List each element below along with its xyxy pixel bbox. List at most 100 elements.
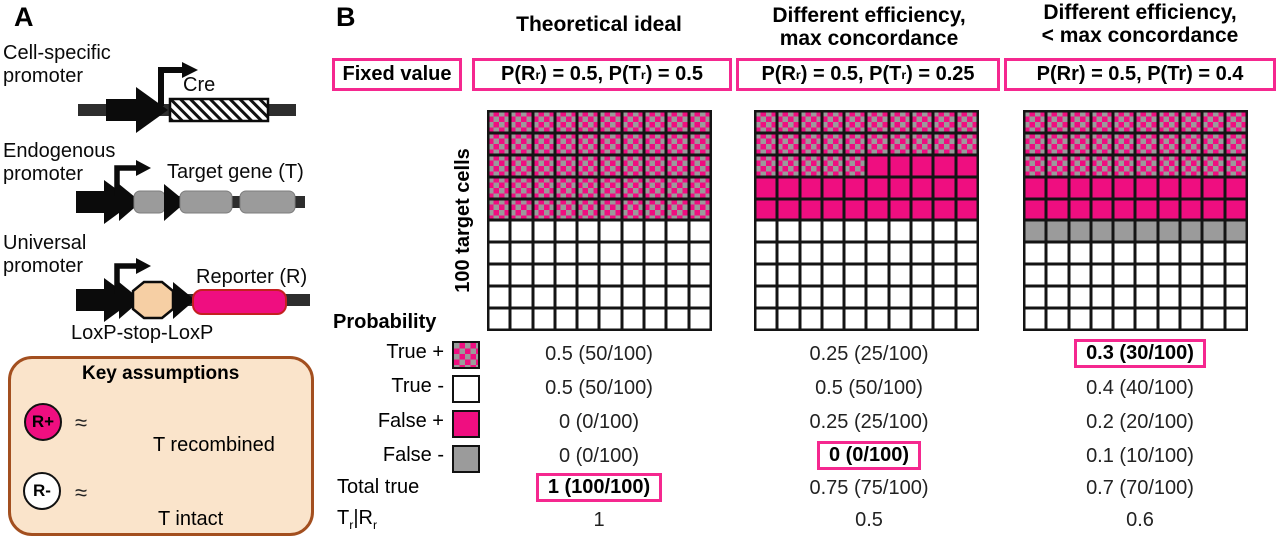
- label-line: promoter: [3, 163, 84, 185]
- grid-cell-true-neg: [777, 286, 800, 309]
- grid-cell-true-pos: [554, 176, 578, 199]
- prob-value: 1 (100/100): [466, 473, 732, 506]
- fixed-value-col3: P(Rr) = 0.5, P(Tr) = 0.4: [1004, 58, 1276, 91]
- grid-cell-true-neg: [844, 242, 867, 265]
- grid-cell-true-pos: [1224, 132, 1247, 155]
- grid-cell-true-pos: [666, 154, 689, 177]
- prob-value: 0.7 (70/100): [1004, 477, 1276, 500]
- grid-cell-true-neg: [1157, 308, 1181, 330]
- header-line: < max concordance: [1041, 24, 1239, 47]
- grid-cell-true-pos: [510, 111, 533, 133]
- grid-cell-true-neg: [933, 286, 956, 309]
- grid-cell-true-neg: [510, 308, 533, 330]
- grid-cell-true-pos: [488, 132, 511, 155]
- grid-cell-true-neg: [621, 220, 645, 243]
- grid-cell-true-pos: [688, 111, 711, 133]
- prob-value: 0.5 (50/100): [466, 343, 732, 366]
- grid-cell-true-pos: [799, 132, 822, 155]
- grid-cell-false-pos: [1090, 176, 1114, 199]
- header-line: Theoretical ideal: [516, 13, 682, 36]
- grid-cell-true-neg: [777, 220, 800, 243]
- grid-cell-true-pos: [821, 154, 845, 177]
- grid-cell-false-pos: [933, 198, 956, 221]
- prob-value: 0.6: [1004, 509, 1276, 532]
- grid-cell-true-pos: [844, 111, 867, 133]
- grid-cell-false-pos: [799, 176, 822, 199]
- grid-cell-true-neg: [1046, 264, 1069, 287]
- grid-cell-true-neg: [644, 308, 667, 330]
- grid-cell-true-neg: [866, 286, 889, 309]
- grid-cell-true-pos: [1202, 154, 1225, 177]
- grid-cell-true-neg: [577, 242, 600, 265]
- grid-cell-true-neg: [1113, 308, 1136, 330]
- grid-cell-true-neg: [1090, 264, 1114, 287]
- grid-cell-false-pos: [777, 198, 800, 221]
- label-line: Endogenous: [3, 140, 116, 162]
- grid-cell-true-neg: [866, 242, 889, 265]
- grid-cell-true-neg: [621, 264, 645, 287]
- label-line: Cell-specific: [3, 42, 111, 64]
- grid-cell-true-neg: [532, 220, 555, 243]
- grid-cell-true-neg: [1135, 308, 1158, 330]
- grid-cell-true-neg: [688, 242, 711, 265]
- text-segment: P(R: [501, 63, 536, 85]
- grid-cell-true-neg: [933, 220, 956, 243]
- grid-cell-true-neg: [911, 220, 934, 243]
- prob-value: 0 (0/100): [736, 441, 1002, 474]
- grid-cell-true-pos: [1113, 132, 1136, 155]
- grid-cell-true-pos: [1180, 111, 1203, 133]
- grid-cell-true-pos: [777, 154, 800, 177]
- text-segment: P(R: [761, 63, 796, 85]
- grid-cell-true-neg: [1224, 308, 1247, 330]
- grid-cell-true-neg: [688, 264, 711, 287]
- grid-cell-false-pos: [777, 176, 800, 199]
- grid-cell-true-pos: [844, 154, 867, 177]
- grid-cell-true-pos: [777, 111, 800, 133]
- grid-cell-false-neg: [1024, 220, 1047, 243]
- column-header-less-max-concordance: Different efficiency, < max concordance: [1004, 1, 1276, 47]
- grid-cell-true-pos: [621, 176, 645, 199]
- grid-cell-true-pos: [688, 154, 711, 177]
- grid-cell-true-pos: [866, 132, 889, 155]
- grid-cell-true-neg: [755, 242, 778, 265]
- key-assumptions-box: [8, 356, 314, 536]
- promoter-arrowhead-icon: [182, 62, 198, 78]
- grid-cell-true-neg: [777, 308, 800, 330]
- grid-cell-true-pos: [1113, 111, 1136, 133]
- grid-cell-true-neg: [1090, 286, 1114, 309]
- grid-cell-true-neg: [532, 242, 555, 265]
- grid-cell-true-neg: [510, 220, 533, 243]
- grid-cell-true-pos: [510, 176, 533, 199]
- grid-cell-false-pos: [866, 198, 889, 221]
- grid-cell-true-pos: [1024, 154, 1047, 177]
- value-total-true: 0.7 (70/100): [1086, 477, 1194, 499]
- grid-cell-true-pos: [1224, 111, 1247, 133]
- grid-cell-true-neg: [510, 242, 533, 265]
- grid-cell-false-pos: [888, 176, 912, 199]
- legend-label-tr-given-rr: Tr|Rr: [337, 507, 377, 531]
- grid-cell-true-neg: [955, 264, 978, 287]
- fixed-value-label: Fixed value: [332, 58, 462, 91]
- grid-cell-true-neg: [488, 308, 511, 330]
- prob-value: 0.4 (40/100): [1004, 377, 1276, 400]
- grid-cell-true-neg: [1113, 286, 1136, 309]
- grid-cell-false-pos: [1157, 198, 1181, 221]
- grid-cell-false-neg: [1113, 220, 1136, 243]
- grid-cell-true-neg: [844, 264, 867, 287]
- grid-cell-true-pos: [599, 132, 622, 155]
- grid-cell-true-pos: [1090, 132, 1114, 155]
- reporter-construct-diagram: [76, 258, 310, 322]
- text-segment: T: [337, 507, 350, 529]
- value-tr-given-rr: 0.6: [1126, 509, 1154, 531]
- true-positive-swatch-icon: [452, 341, 480, 369]
- promoter-arrowhead-icon: [136, 258, 151, 274]
- grid-cell-true-neg: [955, 286, 978, 309]
- grid-cell-true-neg: [577, 308, 600, 330]
- grid-cell-false-neg: [1135, 220, 1158, 243]
- value-false-negative: 0 (0/100): [558, 445, 640, 467]
- grid-cell-true-neg: [799, 264, 822, 287]
- grid-cell-true-pos: [621, 198, 645, 221]
- grid-cell-true-pos: [644, 154, 667, 177]
- approx-symbol: ≈: [75, 410, 88, 435]
- prob-value: 0.25 (25/100): [736, 411, 1002, 434]
